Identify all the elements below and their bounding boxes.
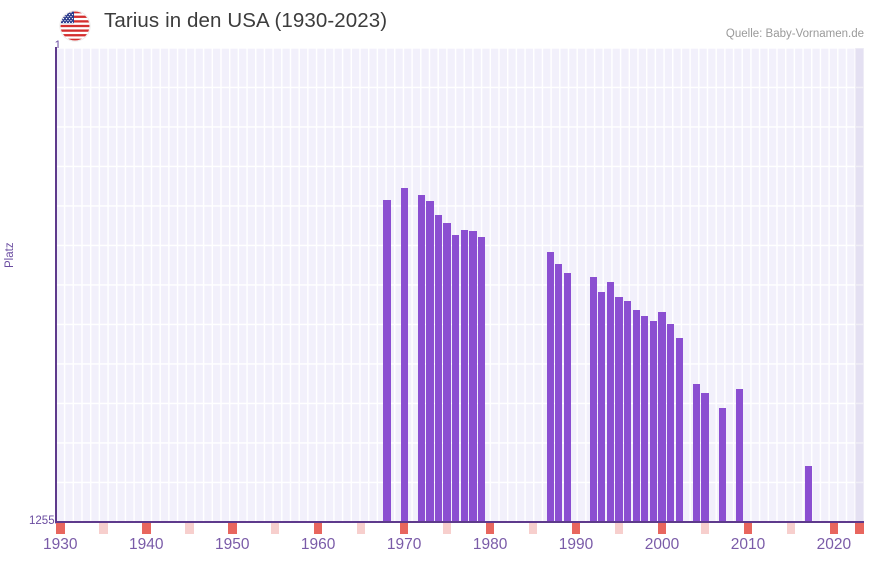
bar (589, 276, 597, 522)
x-axis-tick-label: 2020 (816, 536, 852, 553)
bar (658, 311, 666, 522)
x-axis-major-tick (56, 523, 65, 534)
bar (615, 297, 623, 522)
x-axis-major-tick (313, 523, 323, 534)
bar (383, 200, 391, 522)
x-axis-tick-label: 2000 (644, 536, 680, 553)
bar (434, 215, 443, 522)
bar (692, 384, 700, 522)
bars-layer (56, 48, 864, 522)
bar (417, 194, 425, 522)
x-axis-minor-tick (614, 523, 624, 534)
x-axis-tick-labels: 1930 1940 1950 1960 1970 1980 1990 2000 2010 2020 (43, 536, 864, 560)
source-label: Quelle: Baby-Vornamen.de (725, 28, 864, 40)
x-axis-minor-tick (356, 523, 366, 534)
bar (452, 234, 460, 522)
bar (666, 324, 675, 522)
bar (443, 223, 451, 522)
bar (563, 272, 572, 522)
bar (632, 310, 640, 522)
bar (718, 407, 726, 522)
bar (735, 389, 743, 522)
grid-lines (56, 48, 864, 522)
bar (546, 251, 554, 522)
x-axis-major-tick (227, 523, 237, 534)
y-axis-bottom-label: 12551 (29, 515, 61, 527)
x-axis-tick-label: 1960 (300, 536, 336, 553)
x-axis-line (55, 521, 864, 523)
bar (400, 188, 408, 522)
x-axis-minor-tick (528, 523, 538, 534)
x-axis-tick-label: 1970 (386, 536, 422, 553)
y-axis-line (55, 47, 57, 523)
bar (606, 281, 615, 522)
x-axis-major-tick (399, 523, 409, 534)
x-axis-minor-tick (700, 523, 710, 534)
x-axis-tick-label: 1940 (129, 536, 164, 553)
y-axis-title: Platz (4, 242, 16, 268)
bar (624, 301, 632, 522)
chart-header: Tarius in den USA (1930-2023) Quelle: Ba… (0, 0, 873, 48)
bar (649, 321, 657, 522)
page-title: Tarius in den USA (1930-2023) (104, 9, 388, 32)
y-axis-top-label: 1 (54, 40, 61, 52)
x-axis-tick-label: 2010 (730, 536, 766, 553)
bar (426, 201, 434, 522)
x-axis-tick-label: 1990 (558, 536, 594, 553)
x-axis-tick-label: 1980 (472, 536, 508, 553)
x-axis-minor-tick (270, 523, 280, 534)
x-axis-major-tick (855, 523, 864, 534)
us-flag-icon (60, 11, 90, 41)
x-axis-major-tick (657, 523, 667, 534)
bar (598, 291, 606, 522)
x-axis-major-tick (571, 523, 581, 534)
bar (804, 466, 812, 522)
future-shaded-region (855, 48, 864, 522)
bar (675, 338, 683, 522)
bar (555, 264, 563, 522)
bar (460, 229, 468, 522)
bar (641, 315, 649, 522)
x-axis-minor-tick (786, 523, 796, 534)
bar (701, 392, 709, 522)
bar (469, 230, 477, 522)
plot-area (56, 48, 864, 522)
x-axis-minor-tick (184, 523, 194, 534)
x-axis-major-tick (743, 523, 753, 534)
x-axis-tick-label: 1950 (214, 536, 250, 553)
bar (477, 237, 486, 522)
x-axis-tick-band (56, 523, 864, 534)
x-axis-minor-tick (98, 523, 108, 534)
x-axis-minor-tick (442, 523, 452, 534)
x-axis-tick-label: 1930 (43, 536, 78, 553)
x-axis-major-tick (141, 523, 151, 534)
x-axis-major-tick (829, 523, 839, 534)
x-axis-major-tick (485, 523, 495, 534)
